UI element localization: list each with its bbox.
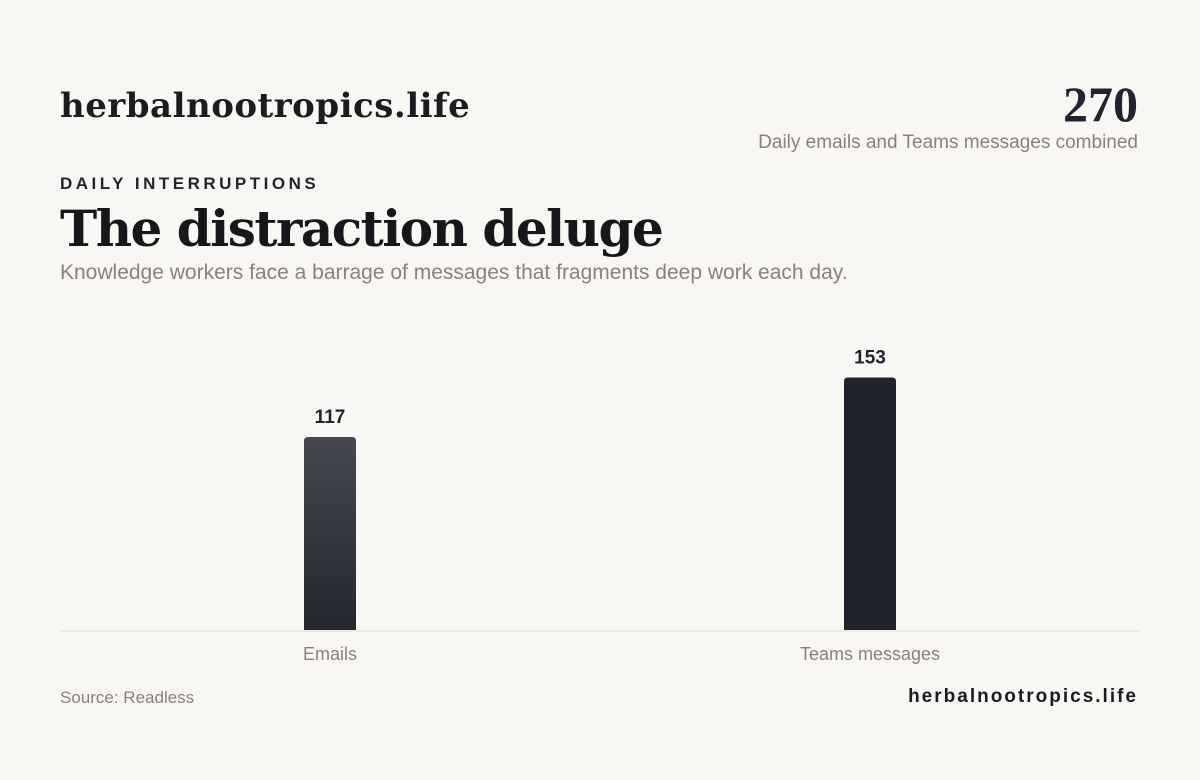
bar-value-label: 117 — [315, 407, 346, 428]
category-label: Emails — [303, 644, 357, 664]
stat-caption: Daily emails and Teams messages combined — [758, 132, 1138, 153]
page-title: The distraction deluge — [60, 199, 664, 258]
stat-number: 270 — [1063, 76, 1138, 132]
bar-emails — [304, 436, 356, 630]
eyebrow-label: DAILY INTERRUPTIONS — [60, 174, 320, 193]
bar-teams-messages — [844, 377, 896, 630]
brand-logo: herbalnootropics.life — [60, 86, 471, 126]
source-note: Source: Readless — [60, 688, 195, 707]
category-label: Teams messages — [800, 644, 940, 664]
bar-value-label: 153 — [854, 348, 886, 369]
footer-brand: herbalnootropics.life — [908, 686, 1138, 707]
page-subtitle: Knowledge workers face a barrage of mess… — [60, 261, 848, 284]
summary-stat: 270 Daily emails and Teams messages comb… — [758, 78, 1138, 154]
